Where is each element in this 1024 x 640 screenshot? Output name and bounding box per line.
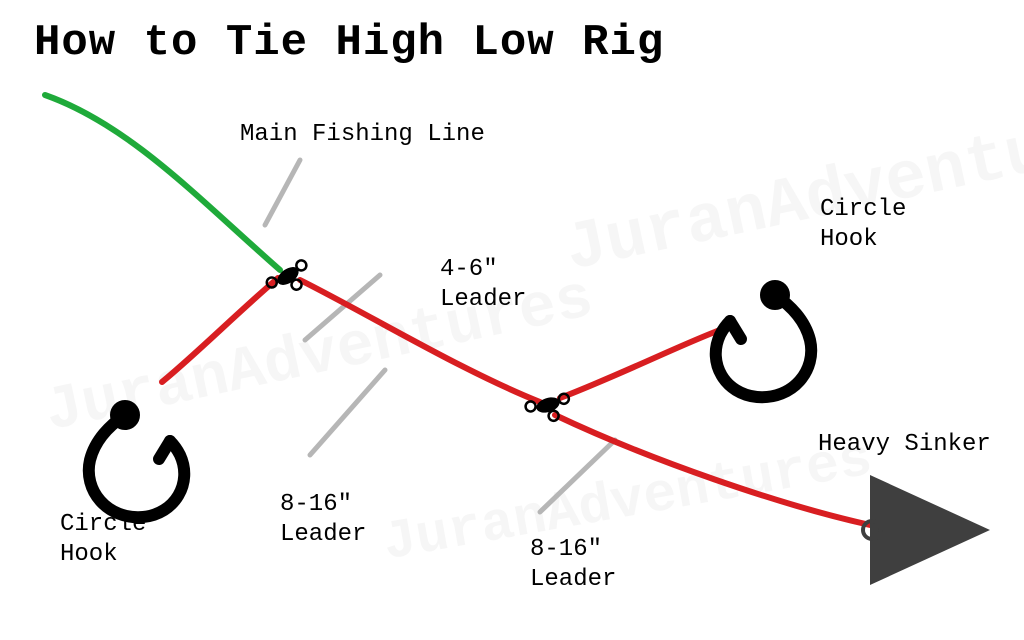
label-main-fishing-line: Main Fishing Line (240, 120, 485, 150)
label-circle-hook-left: Circle Hook (60, 510, 146, 570)
circle-hook-icon (89, 406, 184, 517)
label-leader-short: 4-6" Leader (440, 255, 526, 315)
diagram-canvas: How to Tie High Low Rig JuranAdventures … (0, 0, 1024, 640)
leader-to-left-hook (162, 278, 278, 382)
heavy-sinker-icon (863, 475, 990, 585)
rig-diagram-svg (0, 0, 1024, 640)
label-leader-long-1: 8-16" Leader (280, 490, 366, 550)
leader-to-right-hook (560, 330, 720, 398)
label-circle-hook-right: Circle Hook (820, 195, 906, 255)
label-heavy-sinker: Heavy Sinker (818, 430, 991, 460)
label-leader-long-2: 8-16" Leader (530, 535, 616, 595)
callout-lines (265, 160, 615, 512)
circle-hook-icon (716, 286, 811, 397)
